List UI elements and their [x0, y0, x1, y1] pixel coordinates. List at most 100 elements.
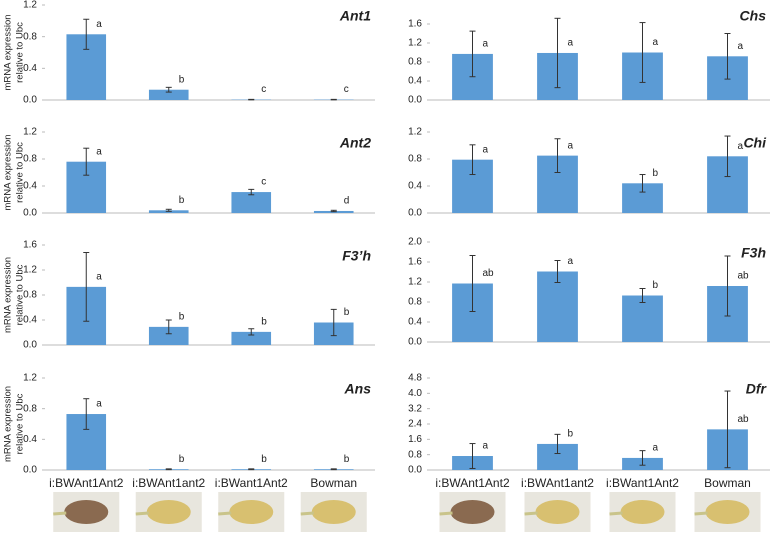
y-tick-label: 0.0 [408, 208, 422, 219]
significance-letter: a [96, 146, 102, 157]
y-tick-label: 0.8 [23, 290, 37, 301]
significance-letter: c [261, 84, 266, 95]
y-axis-label: mRNA expression [3, 14, 14, 90]
y-tick-label: 0.4 [408, 76, 422, 87]
y-tick-label: 0.4 [408, 181, 422, 192]
significance-letter: b [179, 454, 185, 465]
significance-letter: b [344, 307, 350, 318]
grain-awn [439, 511, 453, 516]
significance-letter: a [568, 140, 574, 151]
panel-title: Ant2 [339, 135, 371, 151]
y-tick-label: 0.8 [408, 154, 422, 165]
y-tick-label: 0.4 [408, 317, 422, 328]
bar [148, 89, 189, 100]
grain-awn [694, 511, 708, 516]
grain [146, 500, 191, 524]
x-tick-label: i:BWant1Ant2 [606, 476, 679, 490]
y-axis-label: mRNA expression [3, 257, 14, 333]
significance-letter: ab [738, 414, 750, 425]
significance-letter: a [738, 141, 744, 152]
y-axis-label: mRNA expression [3, 134, 14, 210]
significance-letter: a [483, 39, 489, 50]
bar [231, 331, 272, 345]
significance-letter: b [568, 429, 574, 440]
y-tick-label: 1.6 [408, 434, 422, 445]
x-tick-label: i:BWAnt1ant2 [132, 476, 205, 490]
y-tick-label: 0.8 [408, 449, 422, 460]
y-tick-label: 1.2 [23, 127, 37, 138]
y-tick-label: 2.4 [408, 419, 422, 430]
y-tick-label: 1.2 [23, 373, 37, 384]
grain [620, 500, 665, 524]
panel-title: F3h [741, 245, 766, 261]
x-tick-label: i:BWAnt1ant2 [521, 476, 594, 490]
significance-letter: b [179, 312, 185, 323]
significance-letter: d [344, 196, 350, 207]
y-tick-label: 4.0 [408, 388, 422, 399]
grain-awn [300, 511, 314, 516]
significance-letter: a [653, 37, 659, 48]
panel-title: Dfr [746, 381, 768, 397]
bar [537, 271, 578, 342]
grain [535, 500, 580, 524]
significance-letter: a [483, 441, 489, 452]
x-tick-label: Bowman [310, 476, 357, 490]
significance-letter: a [96, 19, 102, 30]
y-tick-label: 0.0 [408, 465, 422, 476]
significance-letter: a [738, 41, 744, 52]
y-tick-label: 0.8 [23, 31, 37, 42]
y-tick-label: 1.2 [23, 0, 37, 11]
x-tick-label: Bowman [704, 476, 751, 490]
grain [229, 500, 274, 524]
grain [64, 500, 109, 524]
grain-awn [609, 511, 623, 516]
y-tick-label: 0.0 [23, 340, 37, 351]
y-tick-label: 0.8 [408, 297, 422, 308]
grain-awn [53, 511, 67, 516]
panel-title: Ant1 [339, 8, 371, 24]
grain-awn [135, 511, 149, 516]
panel-title: Chi [743, 135, 767, 151]
y-axis-label: relative to Ubc [15, 22, 26, 83]
significance-letter: a [96, 399, 102, 410]
y-tick-label: 1.2 [23, 265, 37, 276]
grain [705, 500, 750, 524]
significance-letter: a [483, 144, 489, 155]
y-tick-label: 0.4 [23, 315, 37, 326]
y-tick-label: 0.0 [23, 208, 37, 219]
significance-letter: c [261, 177, 266, 188]
y-tick-label: 1.2 [408, 127, 422, 138]
y-tick-label: 0.0 [23, 465, 37, 476]
significance-letter: a [568, 256, 574, 267]
x-tick-label: i:BWAnt1Ant2 [49, 476, 124, 490]
y-tick-label: 0.8 [23, 403, 37, 414]
panel-title: Chs [740, 8, 767, 24]
significance-letter: ab [483, 268, 495, 279]
y-tick-label: 0.4 [23, 434, 37, 445]
y-tick-label: 3.2 [408, 403, 422, 414]
y-axis-label: relative to Ubc [15, 264, 26, 325]
y-tick-label: 0.4 [23, 63, 37, 74]
significance-letter: a [653, 443, 659, 454]
x-tick-label: i:BWant1Ant2 [215, 476, 288, 490]
significance-letter: b [653, 280, 659, 291]
y-tick-label: 0.0 [408, 95, 422, 106]
y-axis-label: relative to Ubc [15, 393, 26, 454]
grain-awn [218, 511, 232, 516]
y-axis-label: relative to Ubc [15, 142, 26, 203]
bar [148, 326, 189, 345]
significance-letter: ab [738, 271, 750, 282]
significance-letter: c [344, 84, 349, 95]
grain [311, 500, 356, 524]
significance-letter: a [568, 38, 574, 49]
significance-letter: b [344, 454, 350, 465]
y-tick-label: 0.0 [23, 95, 37, 106]
significance-letter: b [261, 317, 267, 328]
y-tick-label: 1.6 [23, 240, 37, 251]
y-tick-label: 0.8 [23, 154, 37, 165]
significance-letter: b [653, 168, 659, 179]
bar [622, 295, 663, 342]
y-tick-label: 0.0 [408, 337, 422, 348]
y-tick-label: 2.0 [408, 237, 422, 248]
